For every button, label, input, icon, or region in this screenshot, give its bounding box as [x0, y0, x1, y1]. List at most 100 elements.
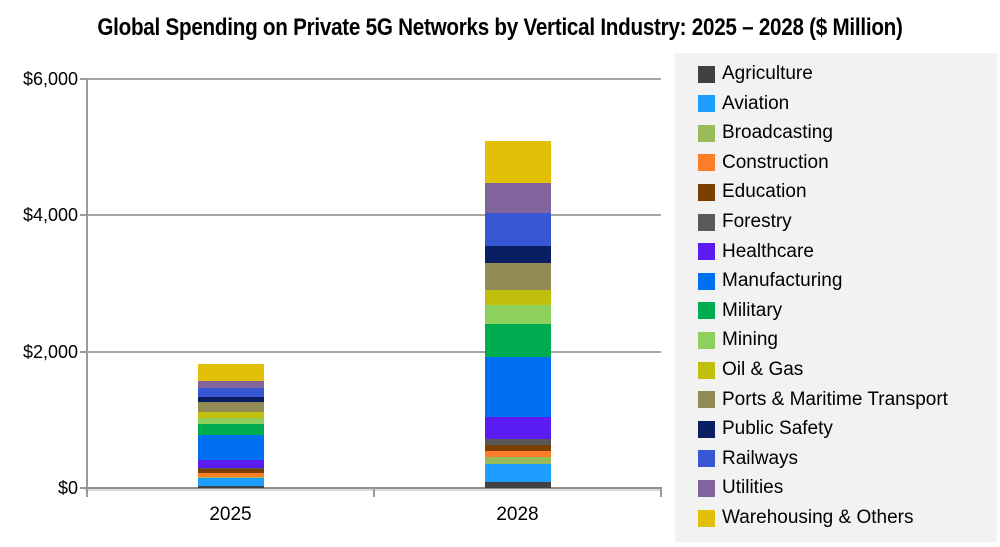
bar-segment-public-safety-2028: [484, 245, 551, 264]
bar-segment-warehousing-others-2028: [484, 141, 551, 184]
legend-swatch-healthcare-icon: [698, 243, 715, 261]
legend-label-construction: Construction: [722, 151, 829, 173]
legend-swatch-public-safety-icon: [698, 420, 715, 438]
legend-swatch-manufacturing-icon: [698, 272, 715, 290]
bar-segment-warehousing-others-2025: [197, 363, 264, 382]
legend-swatch-military-icon: [698, 302, 715, 320]
bar-segment-mining-2025: [197, 418, 264, 424]
gridline-2000: [87, 350, 661, 353]
bar-segment-healthcare-2025: [197, 460, 264, 469]
bar-segment-education-2028: [484, 444, 551, 451]
legend-label-utilities: Utilities: [722, 477, 784, 499]
legend: Agriculture Aviation Broadcasting Construct…: [675, 53, 997, 542]
x-tick-1: [373, 488, 375, 497]
legend-swatch-ports-maritime-transport-icon: [698, 391, 715, 409]
y-tick-label-6000: $6,000: [22, 69, 78, 89]
legend-swatch-agriculture-icon: [698, 65, 715, 83]
bar-segment-oil-gas-2028: [484, 289, 551, 305]
y-axis-line: [86, 78, 88, 489]
bar-segment-railways-2025: [197, 388, 264, 397]
legend-label-manufacturing: Manufacturing: [722, 270, 843, 292]
bar-segment-construction-2028: [484, 450, 551, 458]
legend-item-utilities: Utilities: [698, 473, 783, 503]
legend-swatch-forestry-icon: [698, 213, 715, 231]
legend-label-aviation: Aviation: [722, 92, 790, 114]
chart-title: Global Spending on Private 5G Networks b…: [97, 14, 903, 41]
bar-segment-military-2028: [484, 324, 551, 358]
legend-item-manufacturing: Manufacturing: [698, 266, 842, 296]
bar-segment-education-2025: [197, 469, 264, 473]
y-tick-2000: [80, 350, 87, 353]
x-category-label-2025: 2025: [209, 504, 252, 525]
legend-swatch-mining-icon: [698, 331, 715, 349]
bar-segment-agriculture-2028: [484, 481, 551, 488]
legend-label-oil-gas: Oil & Gas: [722, 359, 804, 380]
legend-swatch-broadcasting-icon: [698, 124, 715, 142]
bar-segment-aviation-2028: [484, 463, 551, 482]
legend-label-healthcare: Healthcare: [722, 240, 814, 262]
legend-label-ports-maritime-transport: Ports & Maritime Transport: [722, 388, 948, 410]
legend-label-military: Military: [722, 299, 783, 321]
legend-label-mining: Mining: [722, 329, 778, 351]
bar-segment-utilities-2028: [484, 183, 551, 214]
bar-segment-broadcasting-2025: [197, 477, 264, 479]
gridline-6000: [87, 78, 661, 80]
bar-segment-forestry-2025: [197, 468, 264, 470]
legend-item-mining: Mining: [698, 325, 778, 355]
legend-item-forestry: Forestry: [698, 207, 792, 237]
legend-swatch-education-icon: [698, 183, 715, 201]
bar-segment-ports-maritime-transport-2025: [197, 401, 264, 413]
legend-item-healthcare: Healthcare: [698, 237, 814, 267]
x-tick-0: [86, 488, 88, 497]
legend-swatch-aviation-icon: [698, 95, 715, 113]
bar-segment-aviation-2025: [197, 478, 264, 487]
bar-segment-forestry-2028: [484, 438, 551, 445]
legend-item-warehousing-others: Warehousing & Others: [698, 503, 914, 533]
legend-swatch-oil-gas-icon: [698, 361, 715, 379]
y-tick-label-4000: $4,000: [22, 205, 78, 226]
y-tick-label-2000: $2,000: [22, 341, 78, 362]
legend-item-education: Education: [698, 177, 807, 207]
legend-label-forestry: Forestry: [722, 211, 792, 232]
y-tick-6000: [80, 78, 87, 80]
gridline-4000: [87, 214, 661, 217]
legend-swatch-railways-icon: [698, 450, 715, 468]
bar-segment-ports-maritime-transport-2028: [484, 263, 551, 290]
x-tick-2: [660, 488, 662, 497]
legend-label-railways: Railways: [722, 447, 799, 469]
bar-segment-military-2025: [197, 423, 264, 436]
legend-label-education: Education: [722, 181, 807, 203]
legend-label-agriculture: Agriculture: [722, 63, 813, 84]
legend-item-aviation: Aviation: [698, 89, 789, 119]
y-tick-4000: [80, 214, 87, 217]
bar-segment-manufacturing-2028: [484, 357, 551, 418]
legend-label-broadcasting: Broadcasting: [722, 122, 833, 144]
bar-segment-public-safety-2025: [197, 396, 264, 402]
bar-segment-broadcasting-2028: [484, 457, 551, 464]
x-category-label-2028: 2028: [496, 504, 539, 525]
y-tick-0: [80, 487, 87, 489]
legend-item-oil-gas: Oil & Gas: [698, 355, 803, 385]
bar-segment-healthcare-2028: [484, 417, 551, 439]
legend-item-public-safety: Public Safety: [698, 414, 833, 444]
legend-swatch-construction-icon: [698, 154, 715, 172]
bar-segment-railways-2028: [484, 213, 551, 246]
legend-label-public-safety: Public Safety: [722, 418, 833, 440]
legend-swatch-warehousing-others-icon: [698, 509, 715, 527]
y-tick-label-0: $0: [57, 478, 78, 498]
bar-segment-oil-gas-2025: [197, 412, 264, 419]
legend-item-construction: Construction: [698, 148, 829, 178]
legend-item-agriculture: Agriculture: [698, 59, 813, 89]
bar-segment-utilities-2025: [197, 381, 264, 389]
legend-swatch-utilities-icon: [698, 479, 715, 497]
legend-item-broadcasting: Broadcasting: [698, 118, 833, 148]
bar-segment-construction-2025: [197, 473, 264, 478]
legend-item-railways: Railways: [698, 444, 798, 474]
legend-label-warehousing-others: Warehousing & Others: [722, 507, 914, 528]
legend-item-ports-maritime-transport: Ports & Maritime Transport: [698, 385, 948, 415]
bar-segment-mining-2028: [484, 304, 551, 325]
bar-segment-agriculture-2025: [197, 486, 264, 488]
legend-item-military: Military: [698, 296, 782, 326]
bar-segment-manufacturing-2025: [197, 435, 264, 461]
